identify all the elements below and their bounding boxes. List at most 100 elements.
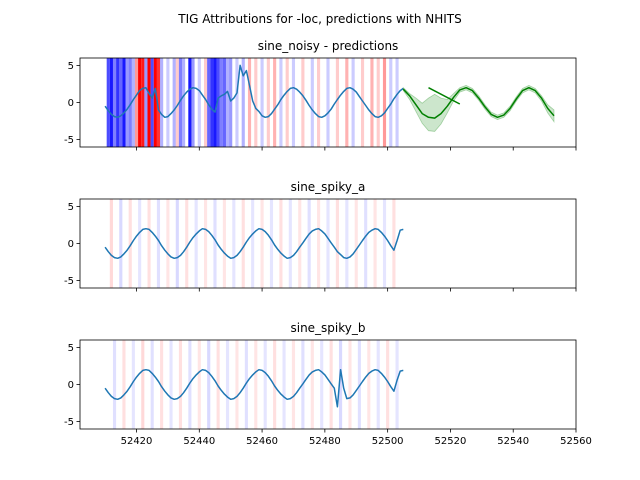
attribution-band bbox=[338, 340, 343, 429]
attribution-band bbox=[213, 199, 217, 288]
attribution-band bbox=[317, 58, 321, 147]
attribution-band bbox=[260, 58, 264, 147]
attribution-band bbox=[229, 58, 233, 147]
attribution-band bbox=[225, 58, 230, 147]
attribution-band bbox=[301, 58, 305, 147]
plot-area bbox=[104, 199, 404, 288]
attribution-band bbox=[386, 340, 390, 429]
attribution-band bbox=[348, 340, 352, 429]
series-line-prediction-segment bbox=[428, 87, 461, 105]
attribution-band bbox=[141, 340, 145, 429]
attribution-band bbox=[219, 58, 223, 147]
attribution-band bbox=[160, 340, 164, 429]
y-tick-label: 5 bbox=[68, 61, 74, 72]
attribution-band bbox=[335, 199, 339, 288]
attribution-band bbox=[175, 199, 179, 288]
attribution-band bbox=[112, 340, 117, 429]
attribution-band bbox=[213, 58, 217, 147]
attribution-band bbox=[279, 58, 283, 147]
attribution-band bbox=[194, 199, 198, 288]
attribution-band bbox=[254, 58, 258, 147]
attribution-band bbox=[392, 199, 396, 288]
attribution-band bbox=[191, 58, 195, 147]
attribution-band bbox=[134, 58, 139, 147]
attribution-band bbox=[320, 340, 324, 429]
attribution-band bbox=[345, 58, 349, 147]
subplot-title: sine_spiky_a bbox=[291, 180, 366, 194]
attribution-band bbox=[273, 58, 277, 147]
attribution-band bbox=[291, 58, 296, 147]
attribution-band bbox=[395, 340, 399, 429]
attribution-band bbox=[138, 58, 142, 147]
attribution-band bbox=[197, 58, 201, 147]
attribution-band bbox=[354, 199, 358, 288]
attribution-band bbox=[235, 340, 239, 429]
attribution-band bbox=[188, 58, 192, 147]
attribution-band bbox=[351, 58, 355, 147]
attribution-band bbox=[273, 340, 277, 429]
attribution-band bbox=[160, 58, 164, 147]
attribution-bands bbox=[112, 340, 399, 429]
attribution-band bbox=[119, 199, 123, 288]
attribution-band bbox=[169, 340, 173, 429]
attribution-band bbox=[241, 199, 245, 288]
attribution-band bbox=[288, 199, 292, 288]
y-tick-label: -5 bbox=[64, 417, 74, 428]
attribution-band bbox=[370, 58, 374, 147]
attribution-band bbox=[241, 58, 245, 147]
subplot-title: sine_spiky_b bbox=[290, 321, 365, 335]
series-line-prediction bbox=[402, 86, 555, 119]
attribution-band bbox=[357, 340, 361, 429]
attribution-band bbox=[222, 199, 226, 288]
attribution-band bbox=[106, 58, 110, 147]
attribution-band bbox=[247, 58, 252, 147]
attribution-band bbox=[279, 199, 283, 288]
attribution-band bbox=[131, 58, 135, 147]
series-line-history bbox=[104, 368, 404, 408]
attribution-band bbox=[207, 58, 211, 147]
attribution-band bbox=[185, 199, 189, 288]
attribution-band bbox=[128, 58, 132, 147]
attribution-band bbox=[175, 58, 179, 147]
attribution-band bbox=[150, 340, 154, 429]
subplot-3: -5 0 5 52420 52440 52460 52480 52500 52520 52540 5… bbox=[64, 321, 592, 447]
attribution-band bbox=[326, 58, 330, 147]
attribution-band bbox=[109, 58, 113, 147]
plot-area bbox=[104, 58, 555, 147]
x-tick-label: 52500 bbox=[372, 436, 404, 447]
figure-suptitle: TIG Attributions for -loc, predictions w… bbox=[177, 12, 462, 26]
attribution-band bbox=[122, 58, 126, 147]
attribution-band bbox=[204, 58, 208, 147]
attribution-band bbox=[376, 340, 380, 429]
attribution-band bbox=[204, 199, 208, 288]
attribution-band bbox=[153, 58, 157, 147]
attribution-band bbox=[317, 199, 321, 288]
attribution-band bbox=[178, 340, 183, 429]
x-tick-label: 52520 bbox=[435, 436, 467, 447]
attribution-band bbox=[232, 199, 236, 288]
attribution-band bbox=[269, 199, 274, 288]
x-tick-label: 52540 bbox=[497, 436, 529, 447]
attribution-band bbox=[285, 58, 289, 147]
attribution-band bbox=[360, 58, 365, 147]
subplot-panels: -5 0 5 sine_noisy - predictions -5 0 5 sine_spi… bbox=[64, 39, 592, 447]
x-tick-label: 52460 bbox=[246, 436, 278, 447]
attribution-band bbox=[373, 199, 377, 288]
attribution-band bbox=[210, 58, 214, 147]
attribution-band bbox=[138, 199, 142, 288]
attribution-band bbox=[116, 58, 120, 147]
attribution-band bbox=[326, 199, 330, 288]
plot-area bbox=[104, 340, 404, 429]
attribution-band bbox=[254, 340, 258, 429]
attribution-band bbox=[367, 340, 371, 429]
attribution-band bbox=[389, 58, 393, 147]
attribution-band bbox=[382, 199, 387, 288]
attribution-band bbox=[345, 199, 349, 288]
attribution-band bbox=[307, 199, 311, 288]
series-line-history bbox=[104, 227, 404, 260]
y-tick-label: -5 bbox=[64, 135, 74, 146]
x-tick-label: 52560 bbox=[560, 436, 592, 447]
attribution-band bbox=[172, 58, 176, 147]
attribution-band bbox=[225, 340, 230, 429]
